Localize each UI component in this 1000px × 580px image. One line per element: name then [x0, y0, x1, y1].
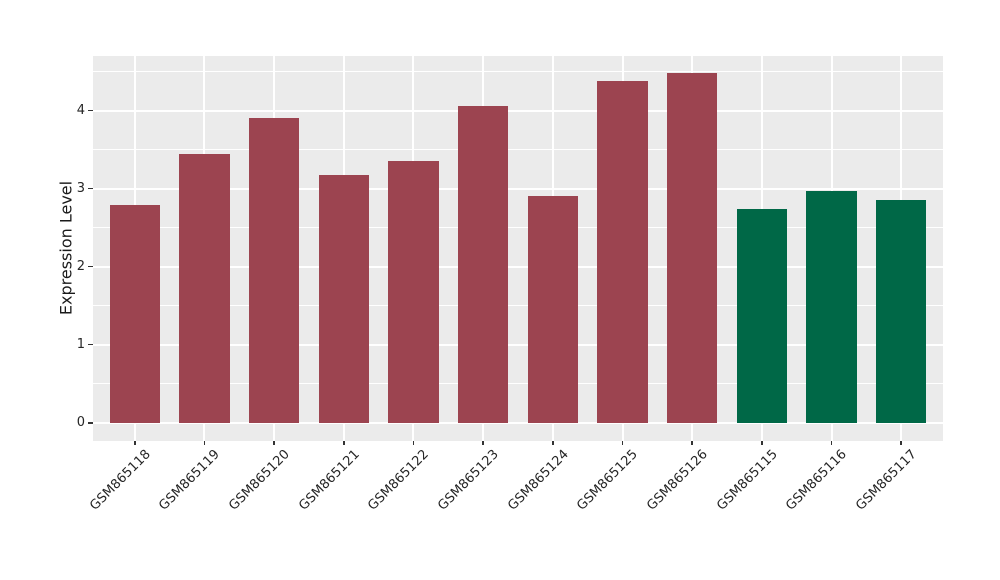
x-tick-mark [482, 441, 484, 445]
bar-GSM865119 [179, 153, 230, 424]
x-tick-label-GSM865122: GSM865122 [365, 447, 433, 514]
x-tick-mark [134, 441, 136, 445]
plot-panel [93, 56, 943, 441]
h-gridline-minor [93, 383, 943, 385]
y-tick-mark [88, 187, 93, 190]
x-tick-mark [621, 441, 624, 445]
x-tick-mark [203, 441, 206, 445]
x-tick-label-GSM865121: GSM865121 [295, 447, 363, 514]
h-gridline-major [93, 422, 943, 425]
y-axis-title: Expression Level [56, 180, 76, 316]
h-gridline-major [93, 343, 943, 346]
bar-GSM865118 [109, 205, 160, 424]
y-tick-label: 1 [76, 336, 85, 352]
h-gridline-major [93, 265, 943, 268]
h-gridline-minor [93, 227, 943, 229]
x-tick-label-GSM865126: GSM865126 [644, 447, 711, 514]
bar-GSM865122 [388, 160, 439, 424]
y-tick-label: 2 [76, 258, 85, 274]
bar-GSM865115 [736, 209, 787, 424]
y-tick-mark [88, 265, 93, 268]
y-tick-mark [88, 422, 93, 424]
bar-GSM865123 [458, 105, 509, 424]
x-tick-label-GSM865117: GSM865117 [853, 447, 920, 514]
bar-GSM865125 [597, 80, 648, 424]
bar-GSM865124 [527, 195, 578, 424]
x-tick-label-GSM865116: GSM865116 [783, 447, 851, 514]
y-tick-label: 0 [76, 415, 85, 431]
x-tick-mark [273, 441, 275, 445]
x-tick-label-GSM865115: GSM865115 [713, 447, 781, 514]
bar-GSM865117 [876, 200, 927, 424]
x-tick-label-GSM865118: GSM865118 [86, 447, 154, 514]
x-tick-mark [691, 441, 693, 445]
x-tick-mark [343, 441, 345, 445]
x-tick-mark [552, 441, 554, 445]
h-gridline-minor [93, 71, 943, 73]
x-tick-label-GSM865120: GSM865120 [226, 447, 293, 514]
h-gridline-minor [93, 305, 943, 307]
x-tick-mark [830, 441, 833, 445]
x-tick-mark [761, 441, 763, 445]
h-gridline-major [93, 109, 943, 112]
h-gridline-minor [93, 149, 943, 151]
y-tick-mark [88, 343, 93, 346]
bar-GSM865116 [806, 191, 857, 424]
h-gridline-major [93, 187, 943, 190]
bar-GSM865121 [318, 175, 369, 424]
x-tick-mark [900, 441, 902, 445]
x-tick-mark [412, 441, 415, 445]
x-tick-label-GSM865124: GSM865124 [504, 447, 572, 514]
bar-GSM865126 [667, 73, 718, 424]
y-tick-label: 3 [76, 180, 85, 196]
x-tick-label-GSM865123: GSM865123 [435, 447, 502, 514]
x-tick-label-GSM865125: GSM865125 [574, 447, 642, 514]
x-tick-label-GSM865119: GSM865119 [156, 447, 224, 514]
y-tick-label: 4 [76, 102, 85, 118]
y-tick-mark [88, 109, 93, 112]
bar-GSM865120 [249, 118, 300, 424]
